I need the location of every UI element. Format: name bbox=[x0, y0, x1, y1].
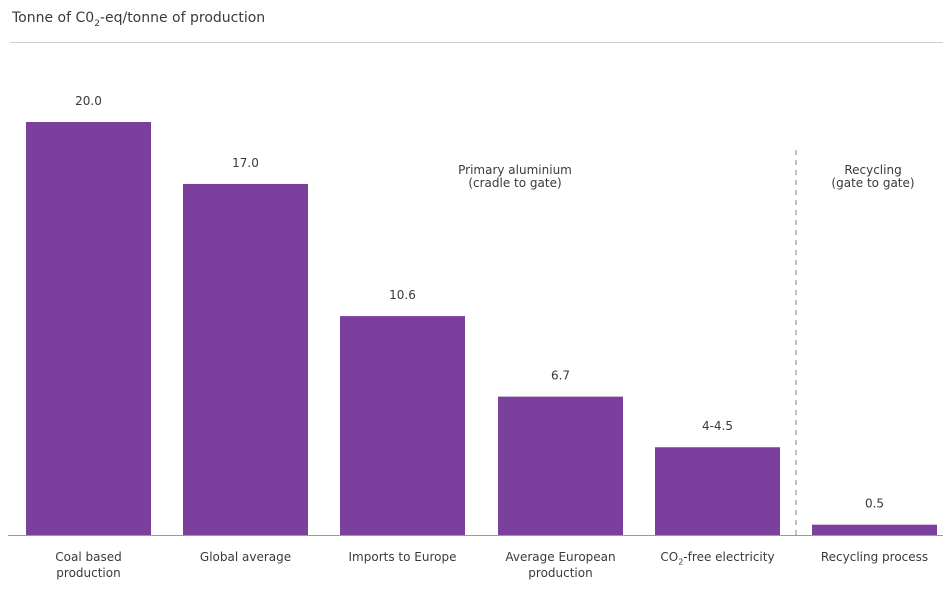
title-divider bbox=[10, 42, 943, 43]
category-label-3: Average European production bbox=[505, 550, 616, 580]
region-label-recycling: Recycling (gate to gate) bbox=[831, 163, 915, 190]
category-label-4: CO2-free electricity bbox=[660, 550, 775, 567]
region-label-primary: Primary aluminium (cradle to gate) bbox=[458, 163, 572, 190]
value-label-1: 17.0 bbox=[232, 156, 259, 170]
bar-1 bbox=[183, 183, 308, 535]
bar-5 bbox=[812, 524, 937, 535]
bar-4 bbox=[655, 447, 780, 535]
value-label-5: 0.5 bbox=[865, 497, 884, 511]
category-label-2: Imports to Europe bbox=[348, 550, 457, 564]
category-label-5: Recycling process bbox=[820, 550, 929, 564]
bar-3 bbox=[498, 396, 623, 535]
category-label-1: Global average bbox=[199, 550, 292, 564]
value-label-3: 6.7 bbox=[551, 369, 570, 383]
bar-2 bbox=[340, 316, 465, 535]
value-label-0: 20.0 bbox=[75, 94, 102, 108]
value-label-4: 4-4.5 bbox=[702, 419, 733, 433]
bar-0 bbox=[26, 122, 151, 535]
category-label-0: Coal based production bbox=[55, 550, 122, 580]
chart-title: Tonne of C02-eq/tonne of production bbox=[12, 10, 266, 29]
value-label-2: 10.6 bbox=[389, 288, 416, 302]
